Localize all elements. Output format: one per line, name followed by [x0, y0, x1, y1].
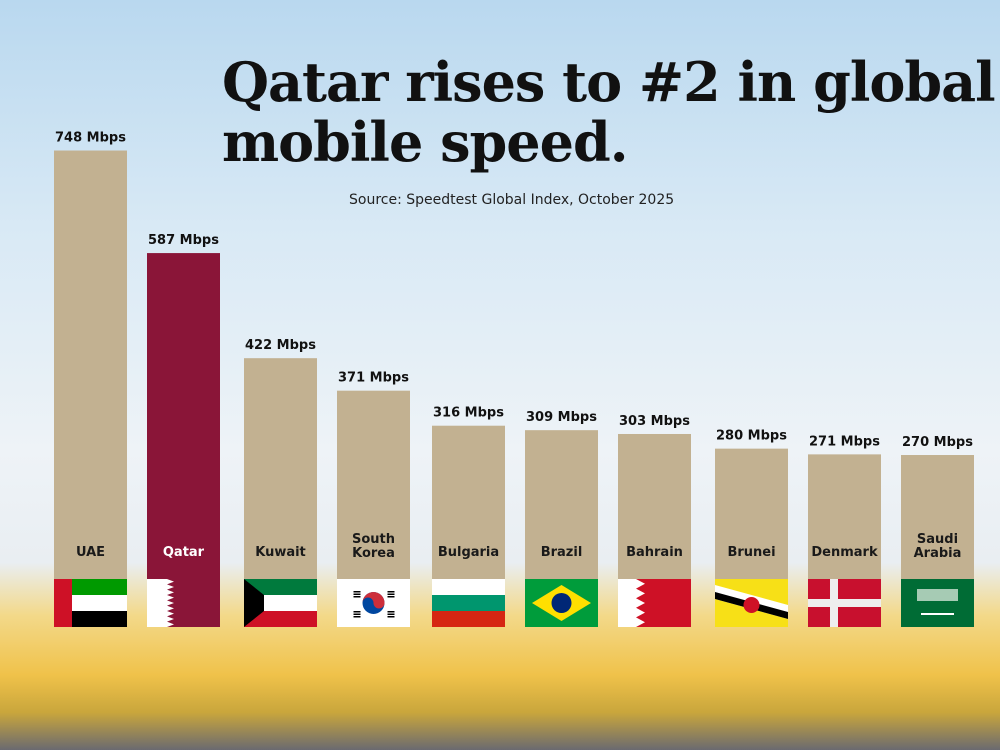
- category-label: Brunei: [727, 545, 775, 560]
- value-label: 271 Mbps: [809, 434, 880, 449]
- category-label: Brazil: [541, 545, 583, 560]
- bulgaria-flag-icon: [432, 579, 505, 627]
- category-label: South Korea: [352, 532, 395, 561]
- value-label: 587 Mbps: [148, 233, 219, 248]
- value-label: 422 Mbps: [245, 338, 316, 353]
- value-label: 309 Mbps: [526, 410, 597, 425]
- brunei-flag-icon: [715, 579, 788, 627]
- denmark-flag-icon: [808, 579, 881, 627]
- category-label: Denmark: [811, 545, 878, 560]
- value-label: 316 Mbps: [433, 406, 504, 421]
- value-label: 280 Mbps: [716, 429, 787, 444]
- chart-source: Source: Speedtest Global Index, October …: [349, 192, 675, 208]
- saudi-arabia-flag-icon: [901, 579, 974, 627]
- kuwait-flag-icon: [244, 579, 317, 627]
- value-label: 303 Mbps: [619, 414, 690, 429]
- value-label: 270 Mbps: [902, 435, 973, 450]
- brazil-flag-icon: [525, 579, 598, 627]
- qatar-flag-icon: [147, 579, 220, 627]
- category-label: Bahrain: [626, 545, 683, 560]
- category-label: Bulgaria: [438, 545, 499, 560]
- category-label: Saudi Arabia: [914, 532, 962, 561]
- south-korea-flag-icon: [337, 579, 410, 627]
- value-label: 371 Mbps: [338, 371, 409, 386]
- chart-title: Qatar rises to #2 in global mobile speed…: [222, 50, 996, 174]
- value-label: 748 Mbps: [55, 131, 126, 146]
- bahrain-flag-icon: [618, 579, 691, 627]
- category-label: Qatar: [163, 545, 205, 560]
- category-label: UAE: [76, 545, 105, 560]
- bar-uae: [54, 150, 127, 628]
- bar-qatar: [147, 253, 220, 627]
- uae-flag-icon: [54, 579, 127, 627]
- category-label: Kuwait: [255, 545, 306, 560]
